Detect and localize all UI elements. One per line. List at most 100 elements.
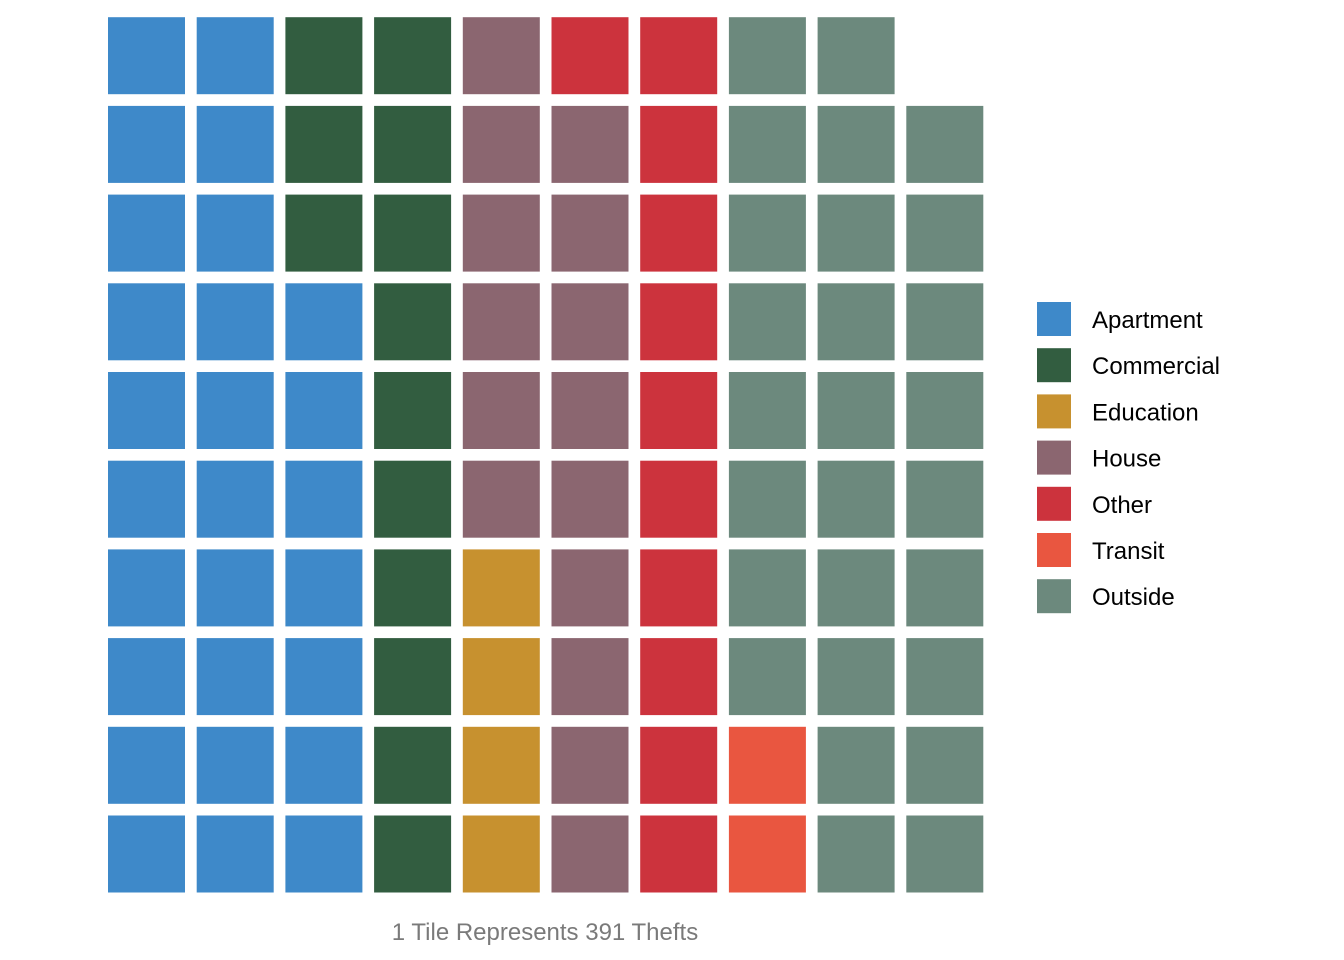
tile-house [551, 283, 629, 361]
tile-outside [728, 460, 806, 538]
tile-other [640, 549, 718, 627]
chart-caption: 1 Tile Represents 391 Thefts [392, 919, 698, 946]
tile-outside [817, 17, 895, 95]
tile-commercial [285, 17, 363, 95]
tile-apartment [108, 372, 185, 449]
tile-apartment [108, 460, 185, 538]
legend-key-house [1037, 440, 1071, 475]
tile-other [640, 372, 718, 449]
tile-commercial [374, 283, 452, 361]
tile-other [551, 17, 629, 95]
legend-label-commercial: Commercial [1092, 353, 1220, 380]
tile-apartment [108, 283, 185, 361]
tile-commercial [374, 460, 452, 538]
tile-commercial [374, 638, 452, 716]
tile-apartment [196, 17, 274, 95]
tile-outside [728, 372, 806, 449]
tile-commercial [374, 194, 452, 272]
tile-apartment [196, 105, 274, 183]
tile-transit [728, 726, 806, 804]
legend-key-other [1037, 486, 1071, 521]
tile-apartment [196, 638, 274, 716]
legend-label-house: House [1092, 446, 1161, 473]
legend-label-transit: Transit [1092, 538, 1165, 565]
tile-apartment [285, 638, 363, 716]
tile-house [551, 726, 629, 804]
tile-apartment [196, 726, 274, 804]
tile-apartment [108, 17, 185, 95]
tile-other [640, 460, 718, 538]
tile-other [640, 815, 718, 893]
legend-key-outside [1037, 579, 1071, 614]
tile-other [640, 638, 718, 716]
tile-commercial [285, 194, 363, 272]
tile-house [551, 105, 629, 183]
tile-transit [728, 815, 806, 893]
legend-label-apartment: Apartment [1092, 307, 1203, 334]
tile-other [640, 283, 718, 361]
tile-commercial [374, 105, 452, 183]
tile-apartment [285, 460, 363, 538]
tile-outside [817, 372, 895, 449]
legend-key-apartment [1037, 302, 1071, 336]
tile-apartment [285, 283, 363, 361]
tile-other [640, 105, 718, 183]
tile-apartment [108, 638, 185, 716]
tile-outside [906, 283, 984, 361]
tile-commercial [374, 372, 452, 449]
tile-outside [817, 194, 895, 272]
legend-label-outside: Outside [1092, 584, 1175, 611]
tile-house [462, 460, 540, 538]
tile-outside [817, 105, 895, 183]
tile-outside [728, 283, 806, 361]
legend-key-education [1037, 394, 1071, 429]
tile-outside [906, 638, 984, 716]
tile-commercial [374, 549, 452, 627]
tile-apartment [108, 726, 185, 804]
tile-education [462, 815, 540, 893]
tile-outside [817, 638, 895, 716]
tile-outside [906, 105, 984, 183]
tile-apartment [196, 372, 274, 449]
tile-education [462, 549, 540, 627]
tile-commercial [374, 815, 452, 893]
tile-outside [906, 815, 984, 893]
tile-commercial [374, 726, 452, 804]
tile-house [551, 549, 629, 627]
tile-house [462, 105, 540, 183]
tile-outside [817, 283, 895, 361]
legend-key-transit [1037, 533, 1071, 567]
tile-other [640, 17, 718, 95]
tile-outside [817, 460, 895, 538]
tile-apartment [196, 194, 274, 272]
tile-apartment [196, 815, 274, 893]
tile-apartment [108, 549, 185, 627]
tile-outside [906, 549, 984, 627]
tile-house [462, 17, 540, 95]
tile-house [551, 638, 629, 716]
tile-outside [728, 105, 806, 183]
tile-outside [906, 726, 984, 804]
tile-outside [817, 815, 895, 893]
tile-outside [817, 549, 895, 627]
tile-commercial [285, 105, 363, 183]
tile-outside [728, 194, 806, 272]
tile-grid [108, 17, 984, 893]
tile-house [551, 815, 629, 893]
tile-apartment [285, 726, 363, 804]
tile-apartment [196, 283, 274, 361]
tile-apartment [108, 105, 185, 183]
tile-house [462, 283, 540, 361]
tile-outside [728, 638, 806, 716]
tile-outside [817, 726, 895, 804]
tile-house [551, 194, 629, 272]
tile-outside [906, 194, 984, 272]
tile-apartment [196, 549, 274, 627]
tile-education [462, 726, 540, 804]
legend-key-commercial [1037, 348, 1071, 383]
legend-label-education: Education [1092, 399, 1199, 426]
tile-outside [906, 460, 984, 538]
tile-other [640, 726, 718, 804]
tile-outside [906, 372, 984, 449]
